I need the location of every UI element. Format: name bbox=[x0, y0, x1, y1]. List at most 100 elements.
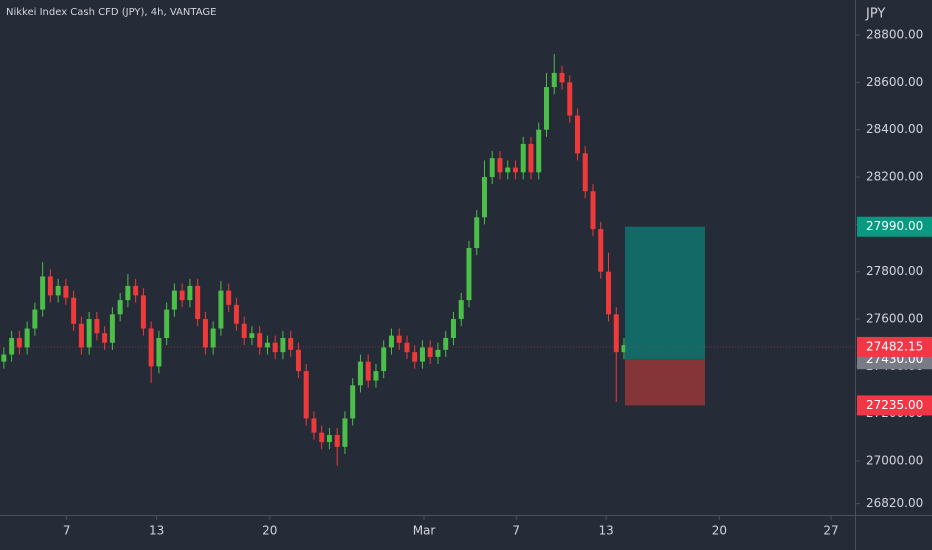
candle-body bbox=[466, 248, 472, 301]
loss-zone bbox=[625, 359, 705, 406]
candle-body bbox=[543, 87, 549, 130]
candle-body bbox=[241, 323, 247, 338]
candle-body bbox=[171, 290, 177, 310]
candle-body bbox=[257, 333, 263, 348]
candle-body bbox=[148, 328, 154, 367]
candle-body bbox=[598, 229, 604, 272]
candle-body bbox=[621, 345, 627, 353]
y-axis-label: JPY bbox=[865, 7, 885, 22]
candle-body bbox=[388, 335, 394, 348]
price-badge bbox=[857, 395, 932, 416]
y-tick-label: 27000.00 bbox=[866, 454, 923, 468]
candle-body bbox=[32, 309, 38, 329]
candle-body bbox=[559, 72, 565, 83]
candle-body bbox=[55, 285, 61, 296]
candle-body bbox=[133, 285, 139, 296]
candle-body bbox=[140, 295, 146, 329]
price-badge-label: 27990.00 bbox=[866, 219, 923, 233]
candle-body bbox=[396, 335, 402, 343]
y-tick-label: 28200.00 bbox=[866, 170, 923, 184]
candle-body bbox=[474, 217, 480, 249]
candle-body bbox=[342, 418, 348, 447]
candle-body bbox=[288, 337, 294, 350]
chart-title: Nikkei Index Cash CFD (JPY), 4h, VANTAGE bbox=[6, 7, 216, 18]
price-badge bbox=[857, 216, 932, 237]
price-badge-label: 27482.15 bbox=[866, 339, 923, 353]
candle-body bbox=[458, 300, 464, 320]
candle-body bbox=[125, 285, 131, 301]
price-badge-label: 27235.00 bbox=[866, 398, 923, 412]
candle-body bbox=[102, 333, 108, 343]
y-tick-label: 26820.00 bbox=[866, 496, 923, 510]
candle-body bbox=[505, 167, 511, 173]
candle-body bbox=[78, 323, 84, 348]
y-tick-label: 28800.00 bbox=[866, 28, 923, 42]
candle-body bbox=[280, 337, 286, 353]
candle-body bbox=[233, 304, 239, 324]
candle-body bbox=[218, 290, 224, 329]
x-tick-label: 13 bbox=[599, 524, 614, 538]
candle-body bbox=[311, 418, 317, 433]
x-tick-label: 13 bbox=[149, 524, 164, 538]
candle-body bbox=[412, 352, 418, 362]
candle-body bbox=[450, 319, 456, 338]
candle-body bbox=[1, 354, 7, 362]
candle-body bbox=[528, 143, 534, 173]
candle-body bbox=[427, 347, 433, 357]
candle-body bbox=[365, 361, 371, 381]
x-tick-label: 7 bbox=[512, 524, 520, 538]
candle-body bbox=[582, 153, 588, 192]
x-tick-label: 27 bbox=[823, 524, 838, 538]
candle-body bbox=[326, 435, 332, 443]
candle-body bbox=[202, 319, 208, 348]
candle-body bbox=[489, 158, 495, 178]
candle-body bbox=[443, 337, 449, 350]
candle-body bbox=[567, 82, 573, 116]
candle-body bbox=[9, 337, 15, 355]
price-badge bbox=[857, 336, 932, 357]
candle-body bbox=[303, 371, 309, 419]
candle-body bbox=[551, 72, 557, 88]
x-tick-label: 20 bbox=[262, 524, 277, 538]
candle-body bbox=[210, 328, 216, 348]
candle-body bbox=[24, 328, 30, 348]
candle-body bbox=[404, 342, 410, 353]
candle-body bbox=[512, 167, 518, 173]
candle-body bbox=[195, 285, 201, 320]
candle-body bbox=[156, 337, 162, 367]
candle-body bbox=[381, 347, 387, 372]
x-tick-label: 20 bbox=[712, 524, 727, 538]
candle-body bbox=[350, 385, 356, 419]
candle-body bbox=[613, 314, 619, 353]
y-tick-label: 27600.00 bbox=[866, 312, 923, 326]
candle-body bbox=[574, 115, 580, 154]
y-tick-label: 27800.00 bbox=[866, 264, 923, 278]
x-tick-label: Mar bbox=[413, 524, 436, 538]
candle-body bbox=[164, 309, 170, 338]
candle-body bbox=[71, 297, 77, 324]
x-tick-label: 7 bbox=[63, 524, 71, 538]
candle-body bbox=[16, 337, 22, 348]
candle-body bbox=[226, 290, 232, 305]
candle-body bbox=[179, 290, 185, 301]
profit-zone bbox=[625, 226, 705, 360]
candle-body bbox=[605, 271, 611, 315]
candle-body bbox=[373, 371, 379, 381]
y-tick-label: 28600.00 bbox=[866, 75, 923, 89]
candle-body bbox=[47, 276, 53, 296]
candle-body bbox=[435, 349, 441, 357]
candle-body bbox=[117, 300, 123, 315]
candle-body bbox=[295, 349, 301, 372]
candle-body bbox=[40, 276, 46, 310]
candle-body bbox=[590, 191, 596, 230]
candle-body bbox=[481, 177, 487, 218]
candle-body bbox=[357, 361, 363, 386]
y-tick-label: 28400.00 bbox=[866, 122, 923, 136]
candle-body bbox=[319, 432, 325, 443]
candle-body bbox=[536, 129, 542, 173]
candle-body bbox=[94, 319, 100, 334]
candle-body bbox=[187, 285, 193, 301]
candle-body bbox=[497, 158, 503, 173]
